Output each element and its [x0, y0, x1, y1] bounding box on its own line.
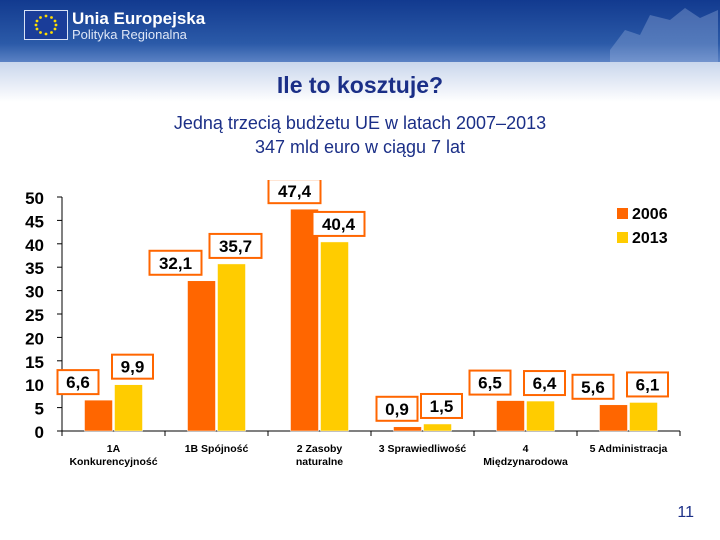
eu-header-banner: Unia Europejska Polityka Regionalna [0, 0, 720, 62]
data-label: 0,9 [385, 400, 409, 419]
data-label: 40,4 [322, 215, 356, 234]
budget-bar-chart: 0 5 10 15 20 25 30 35 40 45 50 6,6 9,9 1AKonkurencyjn… [25, 180, 681, 468]
bar-2013 [526, 400, 555, 432]
bar-2006 [187, 280, 216, 432]
eu-flag-icon [24, 10, 68, 40]
y-tick-label: 35 [25, 259, 44, 278]
data-label-box [420, 392, 463, 419]
bar-2013 [629, 402, 658, 432]
data-label: 32,1 [159, 254, 192, 273]
y-tick-label: 15 [25, 353, 44, 372]
subtitle-line-1: Jedną trzecią budżetu UE w latach 2007–2… [173, 113, 547, 133]
legend-swatch-2013 [617, 232, 628, 243]
y-tick-label: 20 [25, 329, 44, 348]
header-fade [0, 62, 720, 102]
bar-2013 [423, 423, 452, 432]
legend-label: 2006 [632, 206, 668, 223]
category-label: naturalne [296, 456, 343, 468]
data-label: 6,6 [66, 373, 90, 392]
slide-title: Ile to kosztuje? [276, 72, 444, 98]
data-label-box [375, 395, 419, 422]
slide-subtitle: Jedną trzecią budżetu UE w latach 2007–2… [0, 111, 720, 159]
bar-2006 [290, 208, 319, 432]
data-label: 47,4 [278, 182, 312, 201]
bar-2006 [496, 400, 525, 432]
data-label-box [56, 369, 100, 396]
category-label: Konkurencyjność [69, 456, 157, 468]
data-label-box [148, 249, 203, 276]
category-label: 5 Administracja [590, 443, 668, 455]
y-tick-label: 5 [35, 400, 44, 419]
data-label-box [208, 232, 263, 259]
europe-map-decoration [610, 8, 718, 62]
bar-2006 [393, 426, 422, 432]
y-tick-label: 25 [25, 306, 44, 325]
data-label-box [523, 370, 566, 397]
data-label: 5,6 [581, 378, 605, 397]
data-label: 6,1 [636, 375, 660, 394]
category-label: 1B Spójność [185, 443, 249, 455]
data-label: 6,5 [478, 374, 502, 393]
data-label: 9,9 [121, 358, 145, 377]
y-tick-label: 45 [25, 212, 44, 231]
bar-2013 [320, 241, 349, 432]
bar-2006 [84, 399, 113, 432]
subtitle-line-2: 347 mld euro w ciągu 7 lat [254, 137, 466, 157]
y-tick-label: 50 [25, 189, 44, 208]
y-tick-label: 0 [35, 423, 44, 442]
legend-label: 2013 [632, 230, 668, 247]
y-tick-label: 10 [25, 376, 44, 395]
y-tick-label: 30 [25, 283, 44, 302]
data-label-box [111, 353, 154, 380]
bar-2013 [217, 263, 246, 432]
category-label: 2 Zasoby [297, 443, 343, 455]
org-subtitle: Polityka Regionalna [72, 27, 187, 42]
data-label-box [267, 180, 322, 205]
category-label: 4 [523, 443, 529, 455]
category-label: Międzynarodowa [483, 456, 568, 468]
bar-2013 [114, 384, 143, 432]
legend-swatch-2006 [617, 208, 628, 219]
category-label: 1A [107, 443, 121, 455]
data-label: 6,4 [533, 374, 557, 393]
y-tick-label: 40 [25, 236, 44, 255]
org-name: Unia Europejska [72, 9, 206, 28]
data-label-box [468, 369, 512, 396]
data-label-box [311, 210, 366, 237]
bar-2006 [599, 404, 628, 432]
data-label-box [626, 371, 669, 398]
data-label: 1,5 [430, 397, 454, 416]
page-number: 11 [677, 504, 694, 521]
category-label: 3 Sprawiedliwość [379, 443, 467, 455]
data-label: 35,7 [219, 237, 252, 256]
data-label-box [571, 373, 615, 400]
